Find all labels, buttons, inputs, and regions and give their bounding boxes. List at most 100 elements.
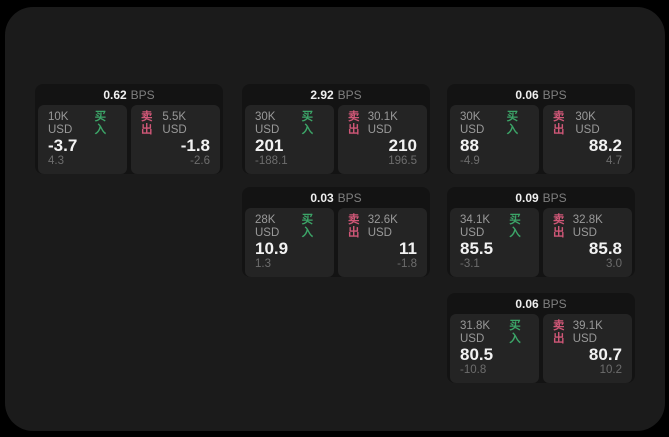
- sell-notional: 32.6K USD: [367, 214, 398, 239]
- card-body: 34.1K USD 买入 85.5 -3.1 卖出 32.8K USD 85.8…: [447, 208, 635, 281]
- sell-sub-value: -1.8: [397, 258, 417, 270]
- bps-unit: BPS: [337, 190, 362, 205]
- sell-notional: 30K USD: [575, 111, 600, 136]
- bps-value: 2.92: [310, 87, 334, 102]
- sell-tag[interactable]: 卖出: [553, 111, 565, 136]
- buy-panel[interactable]: 30K USD 买入 201 -188.1: [245, 105, 334, 174]
- card-body: 10K USD 买入 -3.7 4.3 卖出 5.5K USD -1.8 -2.…: [35, 105, 223, 178]
- sell-quote-value: -1.8: [180, 136, 210, 155]
- bps-value: 0.62: [103, 87, 127, 102]
- buy-sub-value: -4.9: [460, 155, 480, 167]
- sell-panel[interactable]: 卖出 32.8K USD 85.8 3.0: [543, 208, 632, 277]
- quote-card[interactable]: 0.06 BPS 30K USD 买入 88 -4.9 卖出 30K USD 8…: [447, 84, 635, 174]
- app-panel: 0.62 BPS 10K USD 买入 -3.7 4.3 卖出 5.5K USD…: [5, 7, 665, 431]
- buy-sub-value: -10.8: [460, 364, 487, 376]
- buy-tag[interactable]: 买入: [509, 320, 521, 345]
- buy-panel-top: 30K USD 买入: [460, 111, 529, 137]
- buy-tag[interactable]: 买入: [301, 111, 314, 136]
- quote-card[interactable]: 0.03 BPS 28K USD 买入 10.9 1.3 卖出 32.6K US…: [242, 187, 430, 277]
- card-body: 28K USD 买入 10.9 1.3 卖出 32.6K USD 11 -1.8: [242, 208, 430, 281]
- sell-panel[interactable]: 卖出 39.1K USD 80.7 10.2: [543, 314, 632, 383]
- buy-notional: 30K USD: [255, 111, 280, 136]
- quote-card[interactable]: 0.06 BPS 31.8K USD 买入 80.5 -10.8 卖出 39.1…: [447, 293, 635, 383]
- buy-notional: 28K USD: [255, 214, 280, 239]
- sell-panel[interactable]: 卖出 30K USD 88.2 4.7: [543, 105, 632, 174]
- card-header: 0.06 BPS: [447, 84, 635, 105]
- bps-unit: BPS: [337, 87, 362, 102]
- sell-panel[interactable]: 卖出 30.1K USD 210 196.5: [338, 105, 427, 174]
- sell-notional: 39.1K USD: [572, 320, 603, 345]
- bps-value: 0.03: [310, 190, 334, 205]
- card-header: 0.62 BPS: [35, 84, 223, 105]
- sell-sub-value: 3.0: [606, 258, 622, 270]
- buy-notional: 34.1K USD: [460, 214, 491, 239]
- buy-tag[interactable]: 买入: [509, 214, 521, 239]
- buy-panel-top: 31.8K USD 买入: [460, 320, 529, 346]
- sell-quote-value: 85.8: [588, 239, 622, 258]
- card-body: 30K USD 买入 201 -188.1 卖出 30.1K USD 210 1…: [242, 105, 430, 178]
- buy-notional: 10K USD: [48, 111, 73, 136]
- bps-unit: BPS: [542, 296, 567, 311]
- card-header: 2.92 BPS: [242, 84, 430, 105]
- buy-tag[interactable]: 买入: [94, 111, 107, 136]
- sell-quote-value: 80.7: [588, 345, 622, 364]
- sell-tag[interactable]: 卖出: [348, 214, 360, 239]
- sell-panel[interactable]: 卖出 5.5K USD -1.8 -2.6: [131, 105, 220, 174]
- bps-unit: BPS: [542, 190, 567, 205]
- buy-sub-value: -3.1: [460, 258, 480, 270]
- buy-panel[interactable]: 28K USD 买入 10.9 1.3: [245, 208, 334, 277]
- sell-tag[interactable]: 卖出: [348, 111, 360, 136]
- sell-sub-value: 4.7: [606, 155, 622, 167]
- sell-sub-value: -2.6: [190, 155, 210, 167]
- buy-panel-top: 30K USD 买入: [255, 111, 324, 137]
- buy-sub-value: 1.3: [255, 258, 271, 270]
- sell-notional: 5.5K USD: [162, 111, 187, 136]
- buy-tag[interactable]: 买入: [301, 214, 314, 239]
- sell-tag[interactable]: 卖出: [553, 320, 565, 345]
- sell-quote-value: 210: [388, 136, 417, 155]
- sell-notional: 32.8K USD: [572, 214, 603, 239]
- buy-quote-value: 85.5: [460, 239, 494, 258]
- sell-sub-value: 196.5: [388, 155, 417, 167]
- sell-panel-top: 卖出 30.1K USD: [348, 111, 417, 137]
- card-body: 30K USD 买入 88 -4.9 卖出 30K USD 88.2 4.7: [447, 105, 635, 178]
- buy-quote-value: -3.7: [48, 136, 78, 155]
- sell-panel[interactable]: 卖出 32.6K USD 11 -1.8: [338, 208, 427, 277]
- buy-panel-top: 10K USD 买入: [48, 111, 117, 137]
- bps-unit: BPS: [542, 87, 567, 102]
- buy-quote-value: 80.5: [460, 345, 494, 364]
- buy-sub-value: -188.1: [255, 155, 288, 167]
- buy-panel[interactable]: 10K USD 买入 -3.7 4.3: [38, 105, 127, 174]
- buy-sub-value: 4.3: [48, 155, 64, 167]
- sell-quote-value: 88.2: [588, 136, 622, 155]
- quote-card[interactable]: 2.92 BPS 30K USD 买入 201 -188.1 卖出 30.1K …: [242, 84, 430, 174]
- buy-quote-value: 88: [460, 136, 479, 155]
- quote-card[interactable]: 0.09 BPS 34.1K USD 买入 85.5 -3.1 卖出 32.8K…: [447, 187, 635, 277]
- buy-quote-value: 201: [255, 136, 284, 155]
- buy-panel-top: 34.1K USD 买入: [460, 214, 529, 240]
- bps-value: 0.06: [515, 296, 539, 311]
- sell-sub-value: 10.2: [599, 364, 622, 376]
- buy-tag[interactable]: 买入: [506, 111, 519, 136]
- sell-notional: 30.1K USD: [367, 111, 398, 136]
- sell-panel-top: 卖出 30K USD: [553, 111, 622, 137]
- buy-notional: 30K USD: [460, 111, 485, 136]
- buy-quote-value: 10.9: [255, 239, 289, 258]
- sell-panel-top: 卖出 32.6K USD: [348, 214, 417, 240]
- sell-tag[interactable]: 卖出: [553, 214, 565, 239]
- card-header: 0.09 BPS: [447, 187, 635, 208]
- bps-value: 0.06: [515, 87, 539, 102]
- sell-tag[interactable]: 卖出: [141, 111, 153, 136]
- buy-panel-top: 28K USD 买入: [255, 214, 324, 240]
- bps-value: 0.09: [515, 190, 539, 205]
- buy-panel[interactable]: 31.8K USD 买入 80.5 -10.8: [450, 314, 539, 383]
- buy-notional: 31.8K USD: [460, 320, 491, 345]
- sell-quote-value: 11: [399, 239, 417, 258]
- buy-panel[interactable]: 30K USD 买入 88 -4.9: [450, 105, 539, 174]
- quote-card[interactable]: 0.62 BPS 10K USD 买入 -3.7 4.3 卖出 5.5K USD…: [35, 84, 223, 174]
- buy-panel[interactable]: 34.1K USD 买入 85.5 -3.1: [450, 208, 539, 277]
- bps-unit: BPS: [130, 87, 155, 102]
- card-header: 0.06 BPS: [447, 293, 635, 314]
- card-body: 31.8K USD 买入 80.5 -10.8 卖出 39.1K USD 80.…: [447, 314, 635, 387]
- card-header: 0.03 BPS: [242, 187, 430, 208]
